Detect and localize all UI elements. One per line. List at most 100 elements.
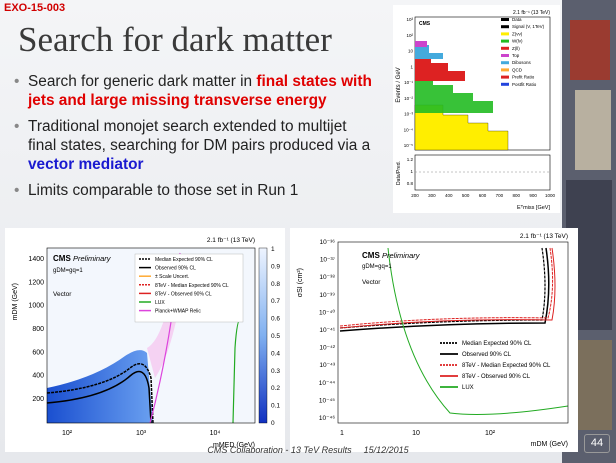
legend-entry: Median Expected 90% CL: [155, 257, 213, 263]
legend-entry: QCD: [512, 67, 523, 72]
model: Vector: [53, 291, 72, 298]
x-axis-label: mMED (GeV): [213, 442, 255, 449]
x-tick-label: 1000: [545, 193, 556, 198]
ratio-tick-label: 1: [410, 169, 413, 174]
y-tick-label: 400: [32, 373, 44, 380]
y-tick-label: 10⁻⁴⁶: [319, 415, 335, 422]
x-tick-label: 300: [428, 193, 436, 198]
footer: CMS Collaboration - 13 TeV Results 15/12/…: [0, 445, 616, 455]
x-tick-label: 600: [479, 193, 487, 198]
ratio-axis-label: Data/Pred.: [396, 161, 402, 185]
coupling: gDM=gq=1: [362, 264, 392, 270]
experiment: CMS: [362, 251, 380, 260]
y-tick-label: 10⁻³⁹: [319, 292, 335, 299]
y-tick-label: 1200: [28, 279, 44, 286]
legend-entry: Observed 90% CL: [462, 352, 512, 358]
x-tick-label: 500: [462, 193, 470, 198]
y-tick-label: 10⁻³⁶: [319, 239, 335, 246]
colorbar-label: 0.3: [271, 368, 280, 375]
footer-date: 15/12/2015: [363, 445, 409, 455]
x-tick-label: 900: [529, 193, 537, 198]
y-tick-label: 10⁻⁴: [404, 127, 413, 132]
legend-entry: 8TeV - Observed 90% CL: [155, 291, 212, 297]
y-axis-label: σSI (cm²): [297, 268, 304, 297]
slide-tag: EXO-15-003: [4, 2, 66, 14]
y-tick-label: 10⁻⁴²: [319, 345, 335, 352]
legend-entry: LUX: [462, 385, 474, 391]
bullet-list: Search for generic dark matter in final …: [12, 72, 372, 207]
coupling: gDM=gq=1: [53, 268, 83, 274]
x-tick-label: 800: [512, 193, 520, 198]
x-tick-label: 10³: [136, 430, 147, 437]
legend-entry: 8TeV - Median Expected 90% CL: [462, 363, 551, 369]
x-axis-label: Eᵀmiss [GeV]: [517, 204, 550, 211]
bullet: Limits comparable to those set in Run 1: [12, 181, 372, 200]
legend-entry: Top: [512, 53, 520, 58]
met-plot: 2.1 fb⁻¹ (13 TeV) CMS Events / GeV Data/Pre…: [393, 5, 560, 213]
bullet-text: Limits comparable to those set in Run 1: [28, 182, 299, 199]
detector-part: [575, 90, 611, 170]
bullet: Traditional monojet search extended to m…: [12, 117, 372, 174]
x-axis-label: mDM (GeV): [531, 441, 568, 448]
y-tick-label: 800: [32, 326, 44, 333]
lumi: 2.1 fb⁻¹ (13 TeV): [513, 10, 550, 16]
y-tick-label: 10⁻³⁸: [319, 274, 335, 281]
y-tick-label: 10⁻⁴⁰: [319, 308, 335, 316]
x-tick-label: 1: [340, 430, 344, 437]
legend-entry: Postfit Ratio: [512, 82, 537, 87]
y-tick-label: 600: [32, 349, 44, 356]
experiment: CMS: [419, 21, 431, 27]
colorbar-label: 0.5: [271, 333, 280, 340]
y-tick-label: 10⁻³: [404, 112, 413, 117]
legend-entry: Data: [512, 17, 522, 22]
status: Preliminary: [73, 254, 112, 263]
y-tick-label: 10³: [406, 17, 413, 22]
x-tick-label: 400: [445, 193, 453, 198]
lumi: 2.1 fb⁻¹ (13 TeV): [207, 237, 255, 244]
x-tick-label: 10²: [62, 430, 73, 437]
page-number: 44: [584, 434, 610, 453]
y-tick-label: 1: [410, 64, 413, 69]
bullet: Search for generic dark matter in final …: [12, 72, 372, 110]
y-axis-label: mDM (GeV): [12, 283, 19, 320]
colorbar-label: 0.8: [271, 281, 280, 288]
y-tick-label: 1400: [28, 256, 44, 263]
legend-entry: Planck+WMAP Relic: [155, 309, 201, 315]
x-tick-label: 200: [411, 193, 419, 198]
legend-entry: 8TeV - Observed 90% CL: [462, 374, 531, 380]
colorbar-label: 1: [271, 246, 275, 253]
colorbar-label: 0.2: [271, 385, 280, 392]
legend-entry: Signal (V, 1TeV): [512, 24, 545, 29]
colorbar-label: 0.1: [271, 403, 280, 410]
y-tick-label: 10⁻⁴⁴: [319, 380, 335, 387]
x-tick-label: 10²: [485, 430, 496, 437]
ratio-tick-label: 1.2: [407, 157, 414, 162]
legend-entry: Z(νν): [512, 31, 523, 36]
legend-entry: Dibosons: [512, 60, 532, 65]
y-tick-label: 10⁻⁵: [404, 143, 413, 148]
footer-text: CMS Collaboration - 13 TeV Results: [207, 445, 352, 455]
legend-entry: W(lν): [512, 39, 523, 44]
legend-entry: 8TeV - Median Expected 90% CL: [155, 283, 229, 289]
bullet-text: Traditional monojet search extended to m…: [28, 118, 371, 154]
y-tick-label: 10⁻²: [404, 96, 413, 101]
experiment: CMS: [53, 254, 71, 263]
x-tick-label: 10⁴: [210, 430, 221, 437]
legend-entry: Median Expected 90% CL: [462, 341, 532, 347]
legend-entry: Prefit Ratio: [512, 75, 535, 80]
mediator-plot: 2.1 fb⁻¹ (13 TeV) CMS Preliminary gDM=gq=1 V…: [5, 228, 285, 452]
colorbar-label: 0.9: [271, 263, 280, 270]
legend-entry: Observed 90% CL: [155, 266, 196, 272]
y-axis-label: Events / GeV: [396, 67, 402, 102]
y-tick-label: 200: [32, 396, 44, 403]
status: Preliminary: [382, 251, 421, 260]
x-tick-label: 10: [412, 430, 420, 437]
legend-entry: LUX: [155, 300, 165, 306]
colorbar-label: 0.6: [271, 316, 280, 323]
detector-part: [570, 20, 610, 80]
y-tick-label: 10⁻¹: [404, 80, 413, 85]
colorbar-label: 0.4: [271, 350, 280, 357]
lumi: 2.1 fb⁻¹ (13 TeV): [520, 233, 568, 240]
